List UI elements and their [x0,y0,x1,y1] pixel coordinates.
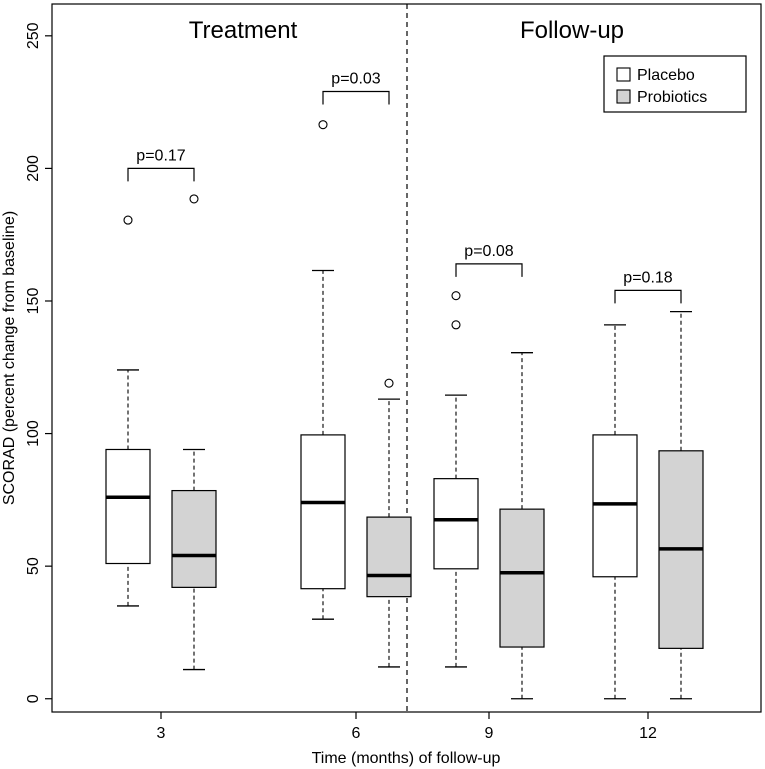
legend-swatch-probiotics [616,89,631,104]
x-axis-title: Time (months) of follow-up [312,750,501,767]
legend-label-probiotics: Probiotics [637,89,707,106]
iqr-box [592,434,638,578]
significance-bracket [322,90,390,105]
significance-bracket [127,167,195,182]
x-tick-label: 12 [639,725,657,742]
iqr-box [105,448,151,565]
legend-swatch-placebo [616,67,631,82]
pvalue-label: p=0.03 [331,71,380,88]
box-probiotics-9 [499,352,545,700]
outlier-point [451,291,461,301]
x-tick-label: 3 [157,725,166,742]
y-tick-label: 0 [25,694,42,703]
outlier-point [384,378,394,388]
iqr-box [433,478,479,570]
pvalue-annotation-9: p=0.08 [455,243,523,277]
box-placebo-12 [592,324,638,700]
box-probiotics-3 [171,194,217,671]
pvalue-annotation-3: p=0.17 [127,147,195,182]
pvalue-label: p=0.08 [464,243,513,260]
box-probiotics-6 [366,378,412,668]
legend-label-placebo: Placebo [637,67,695,84]
x-tick-label: 6 [352,725,361,742]
panel-title-treatment: Treatment [189,17,298,44]
x-tick-label: 9 [485,725,494,742]
iqr-box [300,434,346,590]
outlier-point [189,194,199,204]
outlier-point [123,215,133,225]
panel-title-follow-up: Follow-up [520,17,624,44]
y-tick-label: 100 [25,420,42,447]
iqr-box [366,516,412,598]
pvalue-label: p=0.17 [136,147,185,164]
outlier-point [451,320,461,330]
y-tick-label: 250 [25,22,42,49]
box-placebo-3 [105,215,151,607]
outlier-point [318,120,328,130]
significance-bracket [455,263,523,277]
pvalue-annotation-12: p=0.18 [614,269,682,304]
y-tick-label: 50 [25,557,42,575]
pvalue-annotation-6: p=0.03 [322,71,390,105]
iqr-box [499,508,545,648]
y-tick-label: 200 [25,155,42,182]
pvalue-label: p=0.18 [623,269,672,286]
significance-bracket [614,289,682,304]
y-tick-label: 150 [25,288,42,315]
y-axis-title: SCORAD (percent change from baseline) [1,211,18,505]
box-probiotics-12 [658,310,704,700]
box-placebo-6 [300,120,346,620]
iqr-box [171,489,217,588]
box-placebo-9 [433,291,479,668]
